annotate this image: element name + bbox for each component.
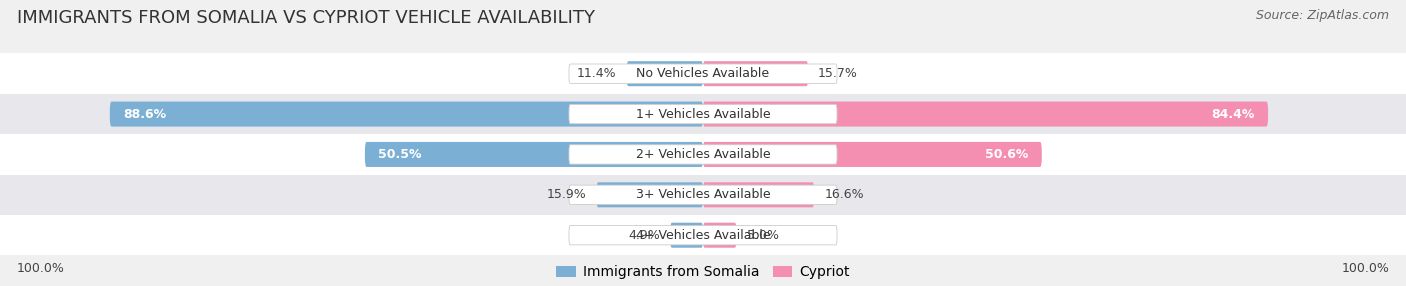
FancyBboxPatch shape xyxy=(366,142,703,167)
Text: 15.7%: 15.7% xyxy=(818,67,858,80)
FancyBboxPatch shape xyxy=(703,61,808,86)
Text: Source: ZipAtlas.com: Source: ZipAtlas.com xyxy=(1256,9,1389,21)
Text: 16.6%: 16.6% xyxy=(824,188,863,201)
Text: 100.0%: 100.0% xyxy=(17,262,65,275)
FancyBboxPatch shape xyxy=(627,61,703,86)
FancyBboxPatch shape xyxy=(596,182,703,207)
Text: 100.0%: 100.0% xyxy=(1341,262,1389,275)
FancyBboxPatch shape xyxy=(569,145,837,164)
Bar xyxy=(0,175,1406,215)
Bar xyxy=(0,134,1406,175)
Text: IMMIGRANTS FROM SOMALIA VS CYPRIOT VEHICLE AVAILABILITY: IMMIGRANTS FROM SOMALIA VS CYPRIOT VEHIC… xyxy=(17,9,595,27)
Bar xyxy=(0,94,1406,134)
FancyBboxPatch shape xyxy=(671,223,703,248)
Text: 1+ Vehicles Available: 1+ Vehicles Available xyxy=(636,108,770,121)
FancyBboxPatch shape xyxy=(703,102,1268,127)
Legend: Immigrants from Somalia, Cypriot: Immigrants from Somalia, Cypriot xyxy=(557,265,849,279)
FancyBboxPatch shape xyxy=(703,182,814,207)
Text: 50.6%: 50.6% xyxy=(986,148,1028,161)
Text: 15.9%: 15.9% xyxy=(547,188,586,201)
Text: 3+ Vehicles Available: 3+ Vehicles Available xyxy=(636,188,770,201)
Text: No Vehicles Available: No Vehicles Available xyxy=(637,67,769,80)
FancyBboxPatch shape xyxy=(110,102,703,127)
Text: 4+ Vehicles Available: 4+ Vehicles Available xyxy=(636,229,770,242)
Text: 5.0%: 5.0% xyxy=(747,229,779,242)
Text: 4.9%: 4.9% xyxy=(628,229,661,242)
Bar xyxy=(0,53,1406,94)
FancyBboxPatch shape xyxy=(703,142,1042,167)
FancyBboxPatch shape xyxy=(569,185,837,204)
Text: 88.6%: 88.6% xyxy=(124,108,166,121)
Text: 11.4%: 11.4% xyxy=(576,67,617,80)
Bar xyxy=(0,215,1406,255)
FancyBboxPatch shape xyxy=(703,223,737,248)
Text: 50.5%: 50.5% xyxy=(378,148,422,161)
FancyBboxPatch shape xyxy=(569,64,837,84)
Text: 2+ Vehicles Available: 2+ Vehicles Available xyxy=(636,148,770,161)
FancyBboxPatch shape xyxy=(569,225,837,245)
FancyBboxPatch shape xyxy=(569,104,837,124)
Text: 84.4%: 84.4% xyxy=(1212,108,1254,121)
